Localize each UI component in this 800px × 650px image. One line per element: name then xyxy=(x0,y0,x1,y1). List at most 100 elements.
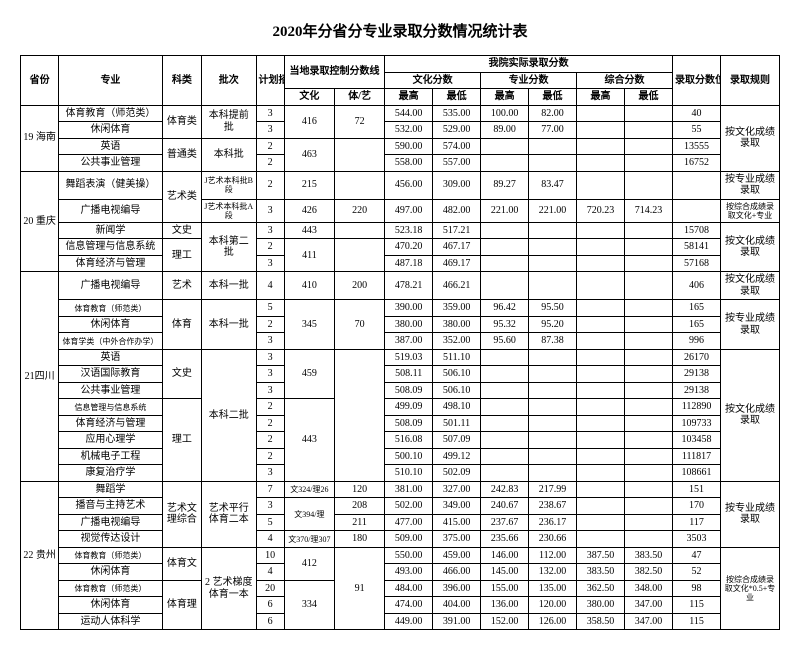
cell xyxy=(481,272,529,300)
cell: 本科一批 xyxy=(201,272,256,300)
cell: 380.00 xyxy=(433,316,481,333)
cell: 387.50 xyxy=(577,547,625,564)
cell: 466.21 xyxy=(433,272,481,300)
cell: 135.00 xyxy=(529,580,577,597)
cell: 按专业成绩录取 xyxy=(721,171,780,199)
cell: 77.00 xyxy=(529,122,577,139)
cell: 230.66 xyxy=(529,531,577,548)
cell: 体育教育（师范类） xyxy=(59,105,163,122)
cell xyxy=(625,481,673,498)
cell xyxy=(577,382,625,399)
table-row: 新闻学文史本科第二批3443523.18517.2115708按文化成绩录取 xyxy=(21,222,780,239)
cell: 体育理 xyxy=(162,580,201,630)
cell: 170 xyxy=(673,498,721,515)
cell: 352.00 xyxy=(433,333,481,350)
cell: 13555 xyxy=(673,138,721,155)
cell: 体育经济与管理 xyxy=(59,255,163,272)
cell: 478.21 xyxy=(385,272,433,300)
cell: 运动人体科学 xyxy=(59,613,163,630)
cell: 237.67 xyxy=(481,514,529,531)
table-row: 体育学类（中外合作办学）3387.00352.0095.6087.38996 xyxy=(21,333,780,350)
cell: 111817 xyxy=(673,448,721,465)
cell: J艺术本科批A段 xyxy=(201,199,256,222)
cell xyxy=(625,366,673,383)
cell: 502.09 xyxy=(433,465,481,482)
cell: 体育学类（中外合作办学） xyxy=(59,333,163,350)
cell: 文史 xyxy=(162,349,201,399)
cell xyxy=(673,171,721,199)
cell: 广播电视编导 xyxy=(59,199,163,222)
cell xyxy=(625,531,673,548)
cell xyxy=(529,432,577,449)
cell: 16752 xyxy=(673,155,721,172)
cell: 508.11 xyxy=(385,366,433,383)
cell: 459 xyxy=(284,349,334,399)
cell xyxy=(577,481,625,498)
cell: 463 xyxy=(284,138,334,171)
cell: 396.00 xyxy=(433,580,481,597)
cell xyxy=(625,415,673,432)
h-rank: 录取分数位次值 xyxy=(673,56,721,106)
cell xyxy=(577,498,625,515)
cell: 按文化成绩录取 xyxy=(721,349,780,481)
cell: 信息管理与信息系统 xyxy=(59,399,163,416)
table-row: 广播电视编导J艺术本科批A段3426220497.00482.00221.002… xyxy=(21,199,780,222)
cell: 舞蹈表演（健美操） xyxy=(59,171,163,199)
cell xyxy=(529,465,577,482)
cell: 523.18 xyxy=(385,222,433,239)
cell: 221.00 xyxy=(529,199,577,222)
h-hi: 最高 xyxy=(385,89,433,106)
cell: 机械电子工程 xyxy=(59,448,163,465)
cell: 休闲体育 xyxy=(59,564,163,581)
cell xyxy=(481,432,529,449)
cell: 70 xyxy=(335,300,385,350)
cell: 体育教育（师范类） xyxy=(59,300,163,317)
cell: 221.00 xyxy=(481,199,529,222)
cell: 普通类 xyxy=(162,138,201,171)
cell: 499.12 xyxy=(433,448,481,465)
cell: 体育经济与管理 xyxy=(59,415,163,432)
cell: 200 xyxy=(335,272,385,300)
cell: 广播电视编导 xyxy=(59,272,163,300)
cell: 380.00 xyxy=(577,597,625,614)
cell: 按综合成绩录取文化*0.5+专业 xyxy=(721,547,780,630)
cell: 按文化成绩录取 xyxy=(721,272,780,300)
cell: 10 xyxy=(256,547,284,564)
cell xyxy=(625,255,673,272)
cell: 本科二批 xyxy=(201,349,256,481)
cell xyxy=(577,222,625,239)
cell: 康复治疗学 xyxy=(59,465,163,482)
table-row: 康复治疗学3510.10502.09108661 xyxy=(21,465,780,482)
cell xyxy=(577,399,625,416)
cell: 208 xyxy=(335,498,385,515)
h-comp: 综合分数 xyxy=(577,72,673,89)
table-row: 体育教育（师范类）体育本科一批534570390.00359.0096.4295… xyxy=(21,300,780,317)
cell: 532.00 xyxy=(385,122,433,139)
cell: 347.00 xyxy=(625,597,673,614)
cell xyxy=(625,333,673,350)
cell: 3 xyxy=(256,498,284,515)
cell: 96.42 xyxy=(481,300,529,317)
table-row: 英语普通类本科批2463590.00574.0013555 xyxy=(21,138,780,155)
cell: 165 xyxy=(673,316,721,333)
cell: 109733 xyxy=(673,415,721,432)
table-row: 汉语国际教育3508.11506.1029138 xyxy=(21,366,780,383)
cell xyxy=(625,498,673,515)
cell xyxy=(481,155,529,172)
cell: 544.00 xyxy=(385,105,433,122)
cell: 体育文 xyxy=(162,547,201,580)
h-subject: 科类 xyxy=(162,56,201,106)
cell: 714.23 xyxy=(625,199,673,222)
table-row: 信息管理与信息系统理工2443499.09498.10112890 xyxy=(21,399,780,416)
cell xyxy=(625,239,673,256)
cell: 217.99 xyxy=(529,481,577,498)
cell xyxy=(625,122,673,139)
cell xyxy=(481,138,529,155)
cell: 345 xyxy=(284,300,334,350)
cell: 82.00 xyxy=(529,105,577,122)
cell: 7 xyxy=(256,481,284,498)
cell: 493.00 xyxy=(385,564,433,581)
table-row: 播音与主持艺术3文394/理208502.00349.00240.67238.6… xyxy=(21,498,780,515)
h-local-wen: 文化 xyxy=(284,89,334,106)
table-row: 休闲体育6474.00404.00136.00120.00380.00347.0… xyxy=(21,597,780,614)
